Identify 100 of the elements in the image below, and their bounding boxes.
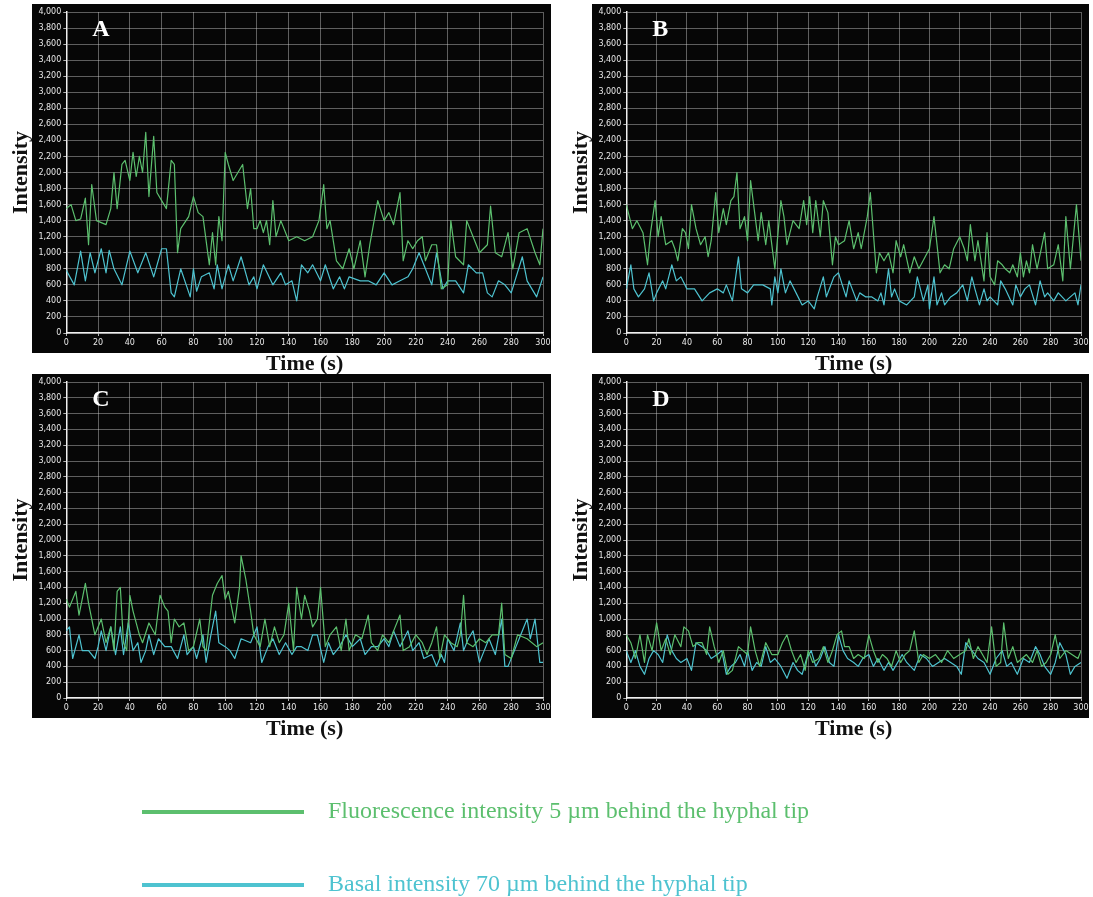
y-tick-label: 2,800 (38, 103, 62, 113)
y-tick-label: 1,400 (598, 215, 622, 225)
y-tick-label: 2,600 (38, 487, 62, 497)
y-tick-label: 0 (56, 693, 62, 703)
y-tick-label: 3,800 (598, 23, 622, 33)
y-tick-label: 1,200 (598, 598, 622, 608)
x-tick-label: 100 (770, 337, 786, 347)
x-tick-label: 0 (623, 337, 629, 347)
y-tick-label: 2,800 (598, 471, 622, 481)
y-tick-label: 400 (46, 295, 62, 305)
y-tick-label: 2,200 (598, 151, 622, 161)
y-tick-label: 3,400 (38, 55, 62, 65)
chart-title: D (652, 385, 670, 412)
y-tick-label: 2,400 (38, 503, 62, 513)
y-tick-label: 1,600 (598, 566, 622, 576)
y-tick-label: 800 (606, 263, 622, 273)
x-tick-label: 220 (408, 702, 424, 712)
x-tick-label: 60 (156, 337, 167, 347)
y-tick-label: 200 (606, 312, 622, 322)
x-tick-label: 200 (921, 702, 938, 712)
y-tick-label: 1,600 (38, 566, 62, 576)
x-tick-label: 0 (63, 702, 69, 712)
y-tick-label: 3,200 (598, 440, 622, 450)
y-tick-label: 2,600 (38, 119, 62, 129)
x-tick-label: 300 (1073, 702, 1089, 712)
x-tick-label: 120 (249, 702, 265, 712)
x-tick-label: 60 (712, 337, 723, 347)
y-tick-label: 2,200 (598, 519, 622, 529)
y-tick-label: 2,600 (598, 119, 622, 129)
y-tick-label: 600 (606, 645, 622, 655)
y-tick-label: 600 (46, 645, 62, 655)
x-tick-label: 20 (651, 702, 662, 712)
y-tick-label: 2,000 (598, 535, 622, 545)
x-tick-label: 40 (124, 702, 135, 712)
x-tick-label: 60 (712, 702, 723, 712)
y-tick-label: 2,000 (598, 167, 622, 177)
y-tick-label: 2,400 (38, 135, 62, 145)
x-tick-label: 0 (63, 337, 69, 347)
y-tick-label: 600 (46, 279, 62, 289)
y-tick-label: 1,000 (598, 247, 622, 257)
chart-title: C (92, 385, 110, 412)
y-tick-label: 1,400 (38, 215, 62, 225)
y-tick-label: 1,800 (598, 183, 622, 193)
text: Fluorescence intensity 5 µm behind the hyphal tip (328, 797, 810, 824)
y-tick-label: 1,200 (38, 598, 62, 608)
y-tick-label: 3,600 (38, 408, 62, 418)
x-tick-label: 180 (891, 337, 907, 347)
x-tick-label: 60 (156, 702, 167, 712)
x-tick-label: 140 (830, 702, 847, 712)
y-tick-label: 3,200 (38, 71, 62, 81)
y-tick-label: 2,400 (598, 135, 622, 145)
y-tick-label: 2,600 (598, 487, 622, 497)
y-tick-label: 2,000 (38, 535, 62, 545)
y-tick-label: 1,800 (38, 550, 62, 560)
x-axis-title: Time (s) (815, 715, 893, 741)
text: Basal intensity 70 µm behind the hyphal tip (328, 870, 748, 897)
x-tick-label: 180 (344, 337, 360, 347)
y-tick-label: 1,000 (38, 247, 62, 257)
x-tick-label: 180 (891, 702, 907, 712)
y-tick-label: 3,600 (598, 408, 622, 418)
x-tick-label: 280 (503, 702, 519, 712)
x-tick-label: 240 (440, 337, 456, 347)
y-tick-label: 600 (606, 279, 622, 289)
y-tick-label: 1,000 (598, 614, 622, 624)
y-tick-label: 2,200 (38, 151, 62, 161)
x-tick-label: 300 (535, 337, 551, 347)
y-tick-label: 1,800 (38, 183, 62, 193)
x-tick-label: 260 (471, 702, 488, 712)
x-tick-label: 280 (1043, 337, 1059, 347)
x-tick-label: 80 (742, 337, 753, 347)
x-tick-label: 100 (770, 702, 786, 712)
y-tick-label: 3,000 (598, 87, 622, 97)
x-tick-label: 140 (281, 702, 297, 712)
y-tick-label: 3,000 (38, 87, 62, 97)
y-tick-label: 1,600 (38, 199, 62, 209)
y-tick-label: 3,400 (598, 55, 622, 65)
y-tick-label: 800 (46, 263, 62, 273)
y-tick-label: 3,800 (38, 392, 62, 402)
y-tick-label: 400 (606, 295, 622, 305)
y-tick-label: 200 (46, 312, 62, 322)
x-tick-label: 260 (471, 337, 488, 347)
y-axis-title: Intensity (6, 498, 32, 582)
y-tick-label: 1,400 (598, 582, 622, 592)
x-tick-label: 140 (281, 337, 297, 347)
x-tick-label: 160 (312, 702, 329, 712)
y-tick-label: 3,200 (38, 440, 62, 450)
x-tick-label: 0 (623, 702, 629, 712)
x-axis-title: Time (s) (266, 715, 344, 741)
y-tick-label: 4,000 (598, 377, 622, 387)
x-tick-label: 20 (92, 702, 104, 712)
y-axis-title: Intensity (6, 130, 32, 215)
chart-title: A (92, 15, 111, 42)
x-tick-label: 260 (1012, 702, 1029, 712)
x-tick-label: 20 (651, 337, 662, 347)
y-tick-label: 400 (46, 661, 62, 671)
y-tick-label: 1,200 (38, 231, 62, 241)
x-tick-label: 260 (1012, 337, 1029, 347)
x-tick-label: 200 (376, 337, 392, 347)
x-tick-label: 20 (92, 337, 104, 347)
y-tick-label: 2,200 (38, 519, 62, 529)
